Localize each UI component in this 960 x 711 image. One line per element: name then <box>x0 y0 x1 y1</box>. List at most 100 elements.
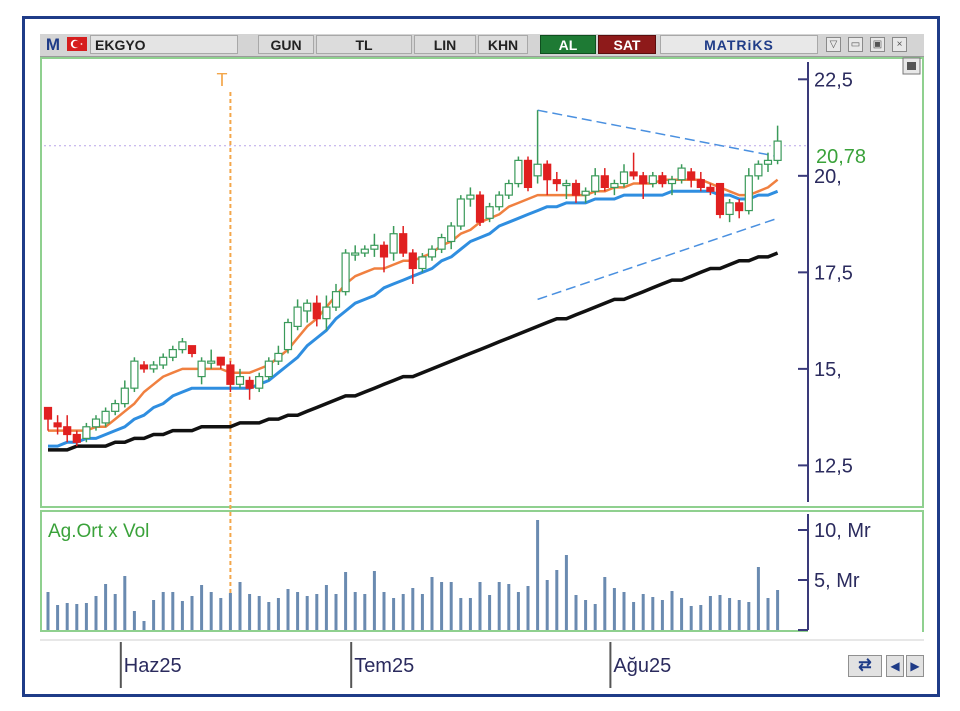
volume-tick-label: 5, Mr <box>814 570 860 592</box>
volume-bar <box>555 570 559 630</box>
candle <box>600 168 609 192</box>
candle-body <box>130 360 139 389</box>
candle-body <box>533 163 542 177</box>
candle <box>82 422 91 443</box>
volume-bar <box>152 600 156 630</box>
volume-bar <box>267 602 271 630</box>
candle <box>581 187 590 203</box>
candle <box>389 226 398 261</box>
candle-body <box>495 194 504 208</box>
candle <box>187 345 197 358</box>
candle <box>235 368 245 389</box>
candle <box>504 179 513 199</box>
candle-body <box>255 375 264 389</box>
price-tick-label: 22,5 <box>814 69 853 91</box>
scroll-right-icon[interactable]: ▶ <box>906 655 924 677</box>
candle <box>351 245 360 261</box>
restore-icon[interactable]: ▣ <box>870 37 885 52</box>
candle <box>255 372 264 393</box>
candle-body <box>715 182 725 216</box>
volume-bar <box>56 605 60 630</box>
khn-button[interactable]: KHN <box>478 35 528 54</box>
volume-bar <box>228 593 232 630</box>
volume-bar <box>104 584 108 630</box>
minimize-icon[interactable]: ▭ <box>848 37 863 52</box>
scale-button[interactable]: LIN <box>414 35 476 54</box>
candle <box>418 253 427 273</box>
volume-bar <box>612 588 616 630</box>
candle-body <box>264 360 273 378</box>
candle-body <box>725 202 734 216</box>
sell-button[interactable]: SAT <box>598 35 656 54</box>
volume-bar <box>238 582 242 630</box>
candle <box>485 202 494 223</box>
ma-mid-line <box>48 189 779 448</box>
candle-body <box>303 302 312 312</box>
candle <box>667 175 677 196</box>
candle <box>639 171 648 199</box>
candle-body <box>744 175 753 212</box>
volume-bar <box>622 592 626 630</box>
volume-bar <box>718 595 722 630</box>
candle <box>648 171 657 188</box>
scroll-left-icon[interactable]: ◀ <box>886 655 904 677</box>
volume-bar <box>171 592 175 630</box>
volume-tick-label: 10, Mr <box>814 520 871 542</box>
volume-panel <box>40 510 924 632</box>
price-tick-label: 20, <box>814 166 842 188</box>
candle <box>197 357 206 385</box>
candle <box>543 160 552 196</box>
volume-bar <box>200 585 204 630</box>
candle-body <box>610 182 619 189</box>
volume-bar <box>526 586 530 630</box>
candle <box>715 182 725 219</box>
close-icon[interactable]: × <box>892 37 907 52</box>
candle-body <box>706 186 715 192</box>
candle <box>139 361 149 373</box>
price-chart <box>43 92 806 632</box>
candle-body <box>283 321 293 351</box>
volume-bar <box>651 597 655 630</box>
candle <box>101 407 110 427</box>
candle <box>312 295 321 327</box>
candle <box>303 299 312 323</box>
buy-button[interactable]: AL <box>540 35 596 54</box>
ma-short-line <box>48 178 779 432</box>
volume-bar <box>420 594 424 630</box>
volume-bar <box>776 590 780 630</box>
volume-bar <box>632 602 636 630</box>
candle-body <box>178 341 187 351</box>
candle-body <box>120 387 129 405</box>
candle-body <box>466 194 475 200</box>
volume-bar <box>315 594 319 630</box>
volume-bar <box>488 595 492 630</box>
volume-bar <box>324 585 328 630</box>
candle-body <box>562 182 571 187</box>
matriks-brand-button[interactable]: MATRiKS <box>660 35 818 54</box>
matriks-logo: M <box>45 35 61 54</box>
candle-body <box>63 426 72 436</box>
dropdown-icon[interactable]: ▽ <box>826 37 841 52</box>
volume-bar <box>593 604 597 630</box>
panel-menu-glyph <box>907 62 916 70</box>
symbol-field[interactable]: EKGYO <box>90 35 238 54</box>
candle <box>735 198 744 219</box>
candle <box>120 380 129 408</box>
refresh-icon[interactable]: ⇄ <box>848 655 882 677</box>
volume-bar <box>574 595 578 630</box>
candle-body <box>591 175 600 192</box>
candle-body <box>600 175 609 189</box>
candle-body <box>159 356 168 366</box>
candle-body <box>379 244 389 258</box>
volume-bar <box>84 603 88 630</box>
volume-bar <box>123 576 127 630</box>
candle <box>379 241 389 273</box>
period-button[interactable]: GUN <box>258 35 314 54</box>
price-tick-label: 15, <box>814 359 842 381</box>
candle-body <box>312 302 321 320</box>
candle <box>274 345 283 366</box>
currency-button[interactable]: TL <box>316 35 412 54</box>
candle <box>725 198 734 223</box>
volume-bar <box>449 582 453 630</box>
volume-bar <box>46 592 50 630</box>
